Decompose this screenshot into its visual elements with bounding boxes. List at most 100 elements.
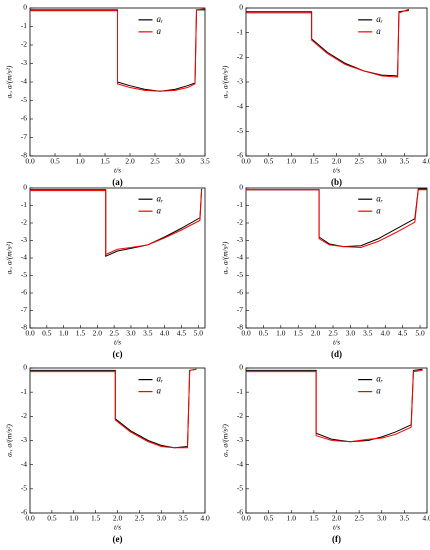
x-axis-label: t/s [333,523,340,532]
y-tick-label: -8 [21,151,27,160]
x-tick-label: 1.5 [76,329,86,338]
plot-frame [29,367,206,514]
x-tick-label: 2.0 [125,157,135,166]
data-line [246,9,409,77]
data-line [246,369,423,443]
panel-label: (a) [112,177,123,187]
data-line [246,368,423,443]
x-tick-label: 0.5 [50,157,60,166]
x-tick-label: 5.0 [194,329,204,338]
y-tick-label: -7 [21,305,27,314]
x-tick-label: 1.5 [100,157,110,166]
y-tick-label: -1 [21,387,27,396]
x-tick-label: 3.0 [346,329,356,338]
x-tick-label: 0.0 [241,514,251,523]
y-tick-label: 0 [239,3,243,12]
x-tick-label: 1.0 [69,514,79,523]
x-axis-label: t/s [114,523,121,532]
y-tick-label: -2 [237,411,243,420]
x-tick-label: 4.0 [160,329,170,338]
y-tick-label: -5 [237,484,243,493]
x-tick-label: 2.5 [150,157,160,166]
y-tick-label: -7 [237,305,243,314]
x-tick-label: 3.5 [363,329,373,338]
plot-frame [245,7,428,157]
data-line [30,189,203,256]
y-tick-label: -1 [237,27,243,36]
x-tick-label: 1.0 [59,329,69,338]
x-tick-label: 1.0 [276,329,286,338]
x-tick-label: 1.0 [75,157,85,166]
y-tick-label: -5 [237,270,243,279]
y-tick-label: -6 [21,288,27,297]
y-tick-label: -2 [237,52,243,61]
y-tick-label: -3 [237,77,243,86]
x-tick-label: 1.5 [91,514,101,523]
x-tick-label: 0.0 [25,329,35,338]
legend-label: a [157,205,162,215]
panel-label: (d) [331,349,342,359]
x-tick-label: 3.0 [377,514,387,523]
data-line [246,189,427,249]
x-tick-label: 3.0 [126,329,136,338]
x-tick-label: 2.0 [113,514,123,523]
y-tick-label: -4 [21,459,27,468]
y-tick-label: -2 [21,40,27,49]
x-tick-label: 3.0 [377,157,387,166]
x-tick-label: 0.5 [42,329,52,338]
x-tick-label: 4.0 [381,329,391,338]
legend-label: a [376,205,381,215]
y-tick-label: -8 [237,323,243,332]
y-tick-label: -6 [237,288,243,297]
y-tick-label: -4 [237,459,243,468]
y-tick-label: -8 [21,323,27,332]
x-tick-label: 3.5 [178,514,188,523]
legend-label: a [376,386,381,396]
x-axis-label: t/s [114,166,121,175]
x-tick-label: 2.0 [332,157,342,166]
x-tick-label: 0.5 [264,514,274,523]
y-tick-label: -4 [237,253,243,262]
y-tick-label: -5 [21,270,27,279]
legend-label: a [376,26,381,36]
x-tick-label: 3.5 [200,157,210,166]
x-axis-label: t/s [333,166,340,175]
x-tick-label: 2.5 [354,157,364,166]
x-tick-label: 1.5 [309,514,319,523]
y-tick-label: -3 [21,435,27,444]
x-axis-label: t/s [114,338,121,347]
x-tick-label: 1.5 [309,157,319,166]
x-tick-label: 2.5 [354,514,364,523]
x-tick-label: 4.5 [398,329,408,338]
x-tick-label: 4.0 [422,157,430,166]
data-line [246,188,427,248]
y-tick-label: -2 [237,218,243,227]
y-tick-label: -3 [21,58,27,67]
y-axis-label: aᵣ, a/(m/s²) [5,424,14,457]
y-tick-label: -1 [21,21,27,30]
x-tick-label: 3.5 [400,514,410,523]
x-tick-label: 3.5 [143,329,153,338]
panel-label: (f) [332,534,341,544]
y-axis-label: aᵣ, a/(m/s²) [5,241,14,274]
data-line [30,188,203,258]
x-tick-label: 3.5 [400,157,410,166]
x-tick-label: 0.0 [25,157,35,166]
y-tick-label: -7 [21,132,27,141]
x-tick-label: 0.5 [259,329,269,338]
y-tick-label: -5 [237,126,243,135]
y-tick-label: -4 [21,253,27,262]
x-tick-label: 3.0 [175,157,185,166]
x-tick-label: 2.0 [311,329,321,338]
plot-frame [29,187,206,329]
legend-label: aᵣ [157,374,164,384]
y-tick-label: -6 [237,508,243,517]
y-tick-label: -2 [21,218,27,227]
legend-label: aᵣ [157,193,164,203]
x-tick-label: 1.0 [287,514,297,523]
data-line [30,368,197,449]
y-tick-label: 0 [239,363,243,372]
legend-label: aᵣ [376,193,383,203]
x-tick-label: 0.5 [47,514,57,523]
